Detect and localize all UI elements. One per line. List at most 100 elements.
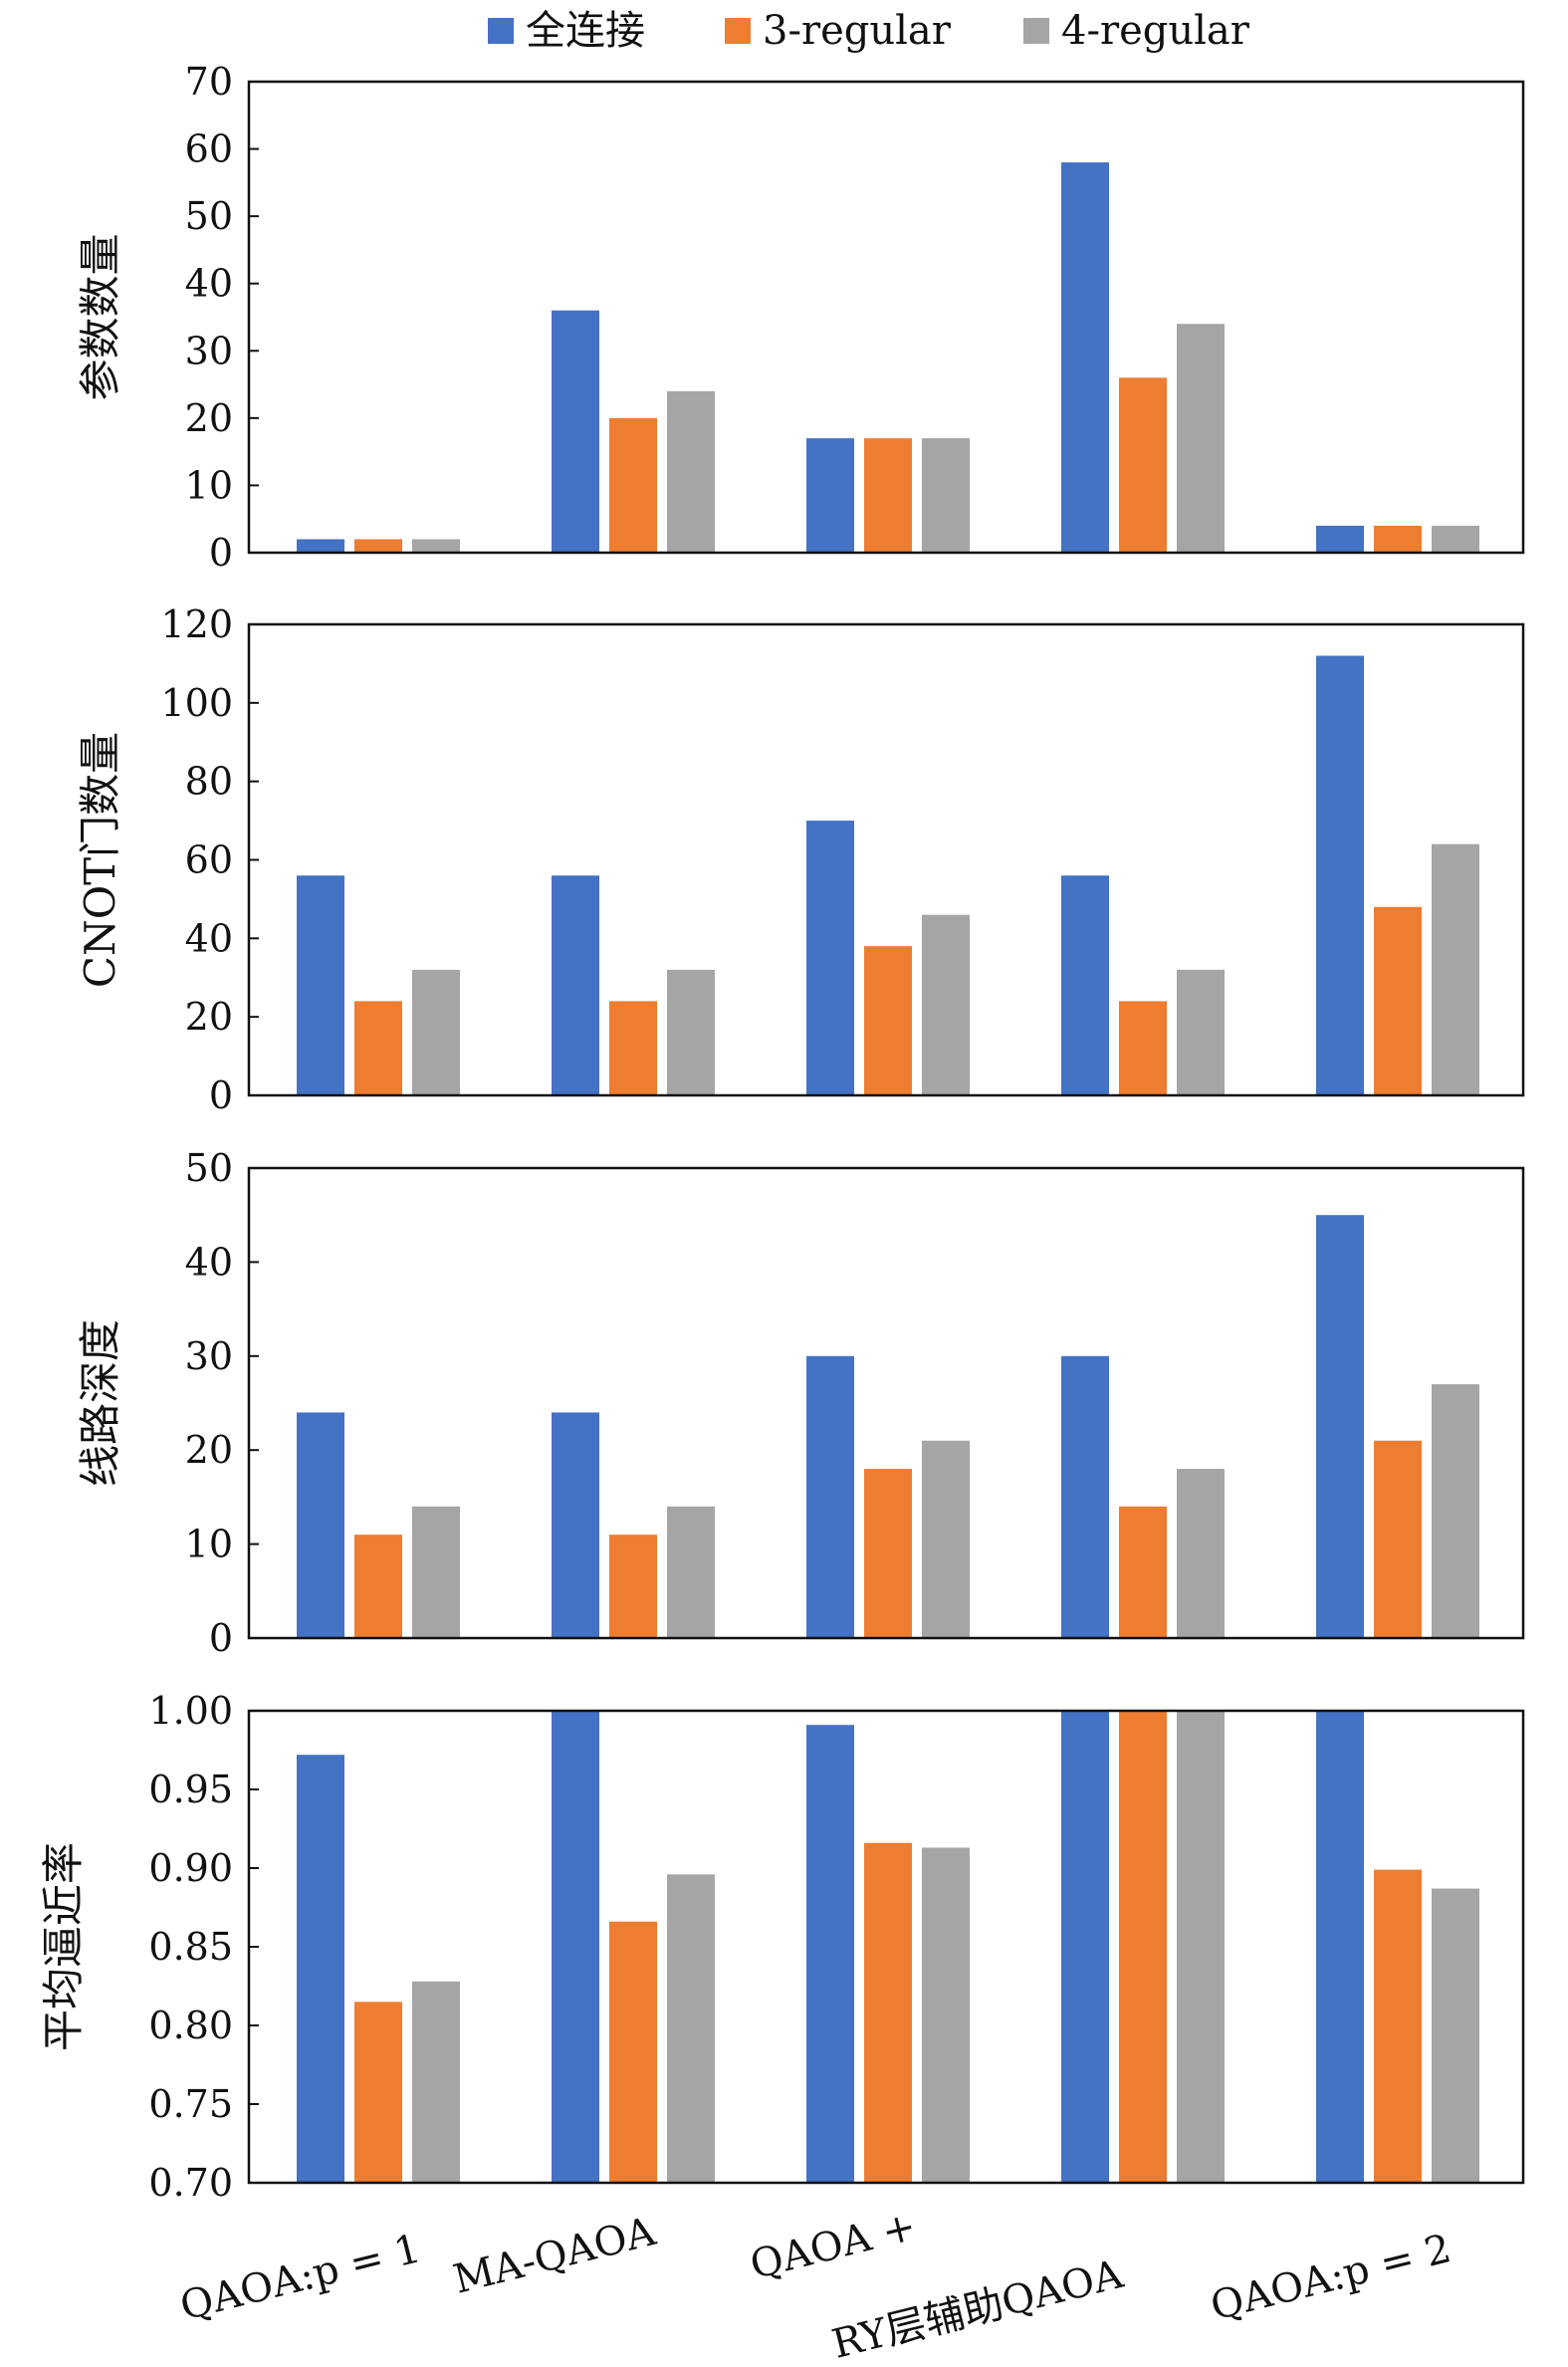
x-axis-category-labels: QAOA:p = 1 MA-QAOA QAOA +RY层辅助QAOA QAOA:p =…	[176, 2204, 1456, 2367]
bar-panel3-series1-cat0	[354, 2002, 402, 2183]
bar-panel2-series0-cat3	[1061, 1355, 1109, 1638]
y-axis-label-3: 平均逼近率	[39, 1842, 88, 2051]
chart-panels: 010203040506070参数数量020406080100120CNOT门数…	[39, 60, 1525, 2205]
bar-panel2-series2-cat1	[667, 1506, 715, 1638]
y-tick-label-0-2: 20	[185, 396, 233, 440]
bar-panel0-series2-cat4	[1432, 525, 1479, 553]
bar-panel1-series1-cat3	[1119, 1001, 1167, 1095]
y-tick-label-1-4: 80	[185, 760, 233, 804]
legend-swatch-2	[1023, 18, 1049, 44]
bar-panel3-series2-cat3	[1177, 1711, 1225, 2183]
y-tick-label-2-2: 20	[185, 1428, 233, 1472]
bar-panel2-series1-cat2	[864, 1469, 912, 1638]
bar-panel3-series2-cat1	[667, 1874, 715, 2183]
legend-label-0: 全连接	[526, 8, 645, 54]
bar-panel0-series2-cat2	[922, 438, 970, 553]
bar-panel0-series1-cat1	[609, 417, 657, 553]
legend-label-2: 4-regular	[1061, 8, 1250, 54]
bar-panel3-series2-cat0	[412, 1981, 460, 2183]
bar-panel0-series1-cat2	[864, 438, 912, 553]
bar-panel1-series2-cat2	[922, 914, 970, 1095]
y-tick-label-1-6: 120	[160, 602, 233, 646]
y-axis-label-0: 参数数量	[76, 233, 124, 400]
y-tick-label-0-5: 50	[185, 194, 233, 238]
y-tick-label-1-2: 40	[185, 916, 233, 960]
y-tick-label-3-4: 0.90	[148, 1846, 233, 1890]
y-axis-label-2: 线路深度	[76, 1319, 124, 1487]
bar-panel0-series0-cat2	[806, 438, 854, 553]
y-tick-label-3-5: 0.95	[148, 1768, 233, 1811]
y-tick-label-2-1: 10	[185, 1523, 233, 1566]
bar-panel0-series0-cat4	[1316, 525, 1364, 553]
bar-panel2-series0-cat4	[1316, 1215, 1364, 1638]
bar-panel0-series0-cat3	[1061, 162, 1109, 554]
bar-panel0-series2-cat3	[1177, 324, 1225, 553]
legend-swatch-0	[488, 18, 514, 44]
y-tick-label-1-0: 0	[209, 1073, 233, 1117]
bar-panel1-series1-cat2	[864, 946, 912, 1095]
legend: 全连接 3-regular 4-regular	[488, 8, 1250, 54]
x-category-label-0: QAOA:p = 1	[176, 2226, 426, 2329]
chart-panel-0: 0 10 20 30 40 50 60 70 参数数量	[76, 60, 1525, 575]
bar-panel1-series0-cat1	[552, 875, 599, 1095]
bar-panel2-series2-cat2	[922, 1440, 970, 1638]
bar-panel1-series1-cat0	[354, 1001, 402, 1095]
y-tick-label-0-1: 10	[185, 463, 233, 507]
y-tick-label-3-0: 0.70	[148, 2161, 233, 2205]
y-tick-label-0-7: 70	[185, 60, 233, 104]
bar-panel1-series2-cat4	[1432, 843, 1479, 1095]
bar-panel1-series1-cat1	[609, 1001, 657, 1095]
bar-panel1-series0-cat0	[297, 875, 344, 1095]
bar-panel2-series1-cat0	[354, 1535, 402, 1638]
bar-panel2-series2-cat4	[1432, 1384, 1479, 1638]
bar-panel2-series0-cat0	[297, 1412, 344, 1638]
y-tick-label-3-3: 0.85	[148, 1925, 233, 1969]
bar-panel3-series0-cat2	[806, 1725, 854, 2183]
bar-panel1-series0-cat4	[1316, 655, 1364, 1095]
y-tick-label-3-2: 0.80	[148, 2004, 233, 2047]
bar-panel0-series2-cat1	[667, 390, 715, 553]
y-tick-label-2-5: 50	[185, 1146, 233, 1190]
chart-panel-1: 0 20 40 60 80 100 120 CNOT门数量	[76, 602, 1525, 1117]
bar-panel1-series2-cat1	[667, 969, 715, 1095]
bar-panel2-series0-cat2	[806, 1355, 854, 1638]
bar-panel1-series0-cat2	[806, 821, 854, 1095]
bar-panel3-series1-cat3	[1119, 1711, 1167, 2183]
chart-panel-3: 0.70 0.75 0.80 0.85 0.90 0.95 1.00 平均逼近率	[39, 1689, 1525, 2205]
bar-panel3-series2-cat2	[922, 1847, 970, 2183]
bar-panel3-series0-cat0	[297, 1755, 344, 2183]
bar-panel2-series2-cat3	[1177, 1469, 1225, 1638]
bar-panel1-series2-cat0	[412, 969, 460, 1095]
bar-panel0-series1-cat4	[1374, 525, 1422, 553]
y-axis-label-1: CNOT门数量	[76, 732, 124, 988]
plot-frame-0	[247, 80, 1525, 555]
bar-panel1-series1-cat4	[1374, 906, 1422, 1095]
y-tick-label-0-4: 40	[185, 262, 233, 306]
legend-label-1: 3-regular	[763, 8, 952, 54]
bar-panel2-series1-cat1	[609, 1535, 657, 1638]
bar-panel3-series0-cat4	[1316, 1711, 1364, 2183]
x-category-label-1: MA-QAOA	[449, 2209, 661, 2303]
bar-panel0-series2-cat0	[412, 539, 460, 553]
bar-panel2-series1-cat4	[1374, 1440, 1422, 1638]
bar-panel3-series1-cat4	[1374, 1869, 1422, 2183]
y-tick-label-3-6: 1.00	[148, 1689, 233, 1733]
bar-panel0-series0-cat1	[552, 310, 599, 553]
bar-panel3-series2-cat4	[1432, 1888, 1479, 2183]
bar-panel0-series0-cat0	[297, 539, 344, 553]
bar-panel0-series1-cat3	[1119, 377, 1167, 553]
y-tick-label-2-4: 40	[185, 1240, 233, 1284]
y-tick-label-0-3: 30	[185, 329, 233, 372]
legend-swatch-1	[725, 18, 751, 44]
y-tick-label-1-5: 100	[160, 681, 233, 725]
y-tick-label-0-0: 0	[209, 531, 233, 575]
bar-panel1-series0-cat3	[1061, 875, 1109, 1095]
y-tick-label-2-3: 30	[185, 1334, 233, 1378]
bar-panel0-series1-cat0	[354, 539, 402, 553]
bar-panel3-series0-cat1	[552, 1711, 599, 2183]
bar-panel3-series1-cat2	[864, 1842, 912, 2183]
bar-panel2-series1-cat3	[1119, 1506, 1167, 1638]
y-tick-label-1-1: 20	[185, 995, 233, 1039]
